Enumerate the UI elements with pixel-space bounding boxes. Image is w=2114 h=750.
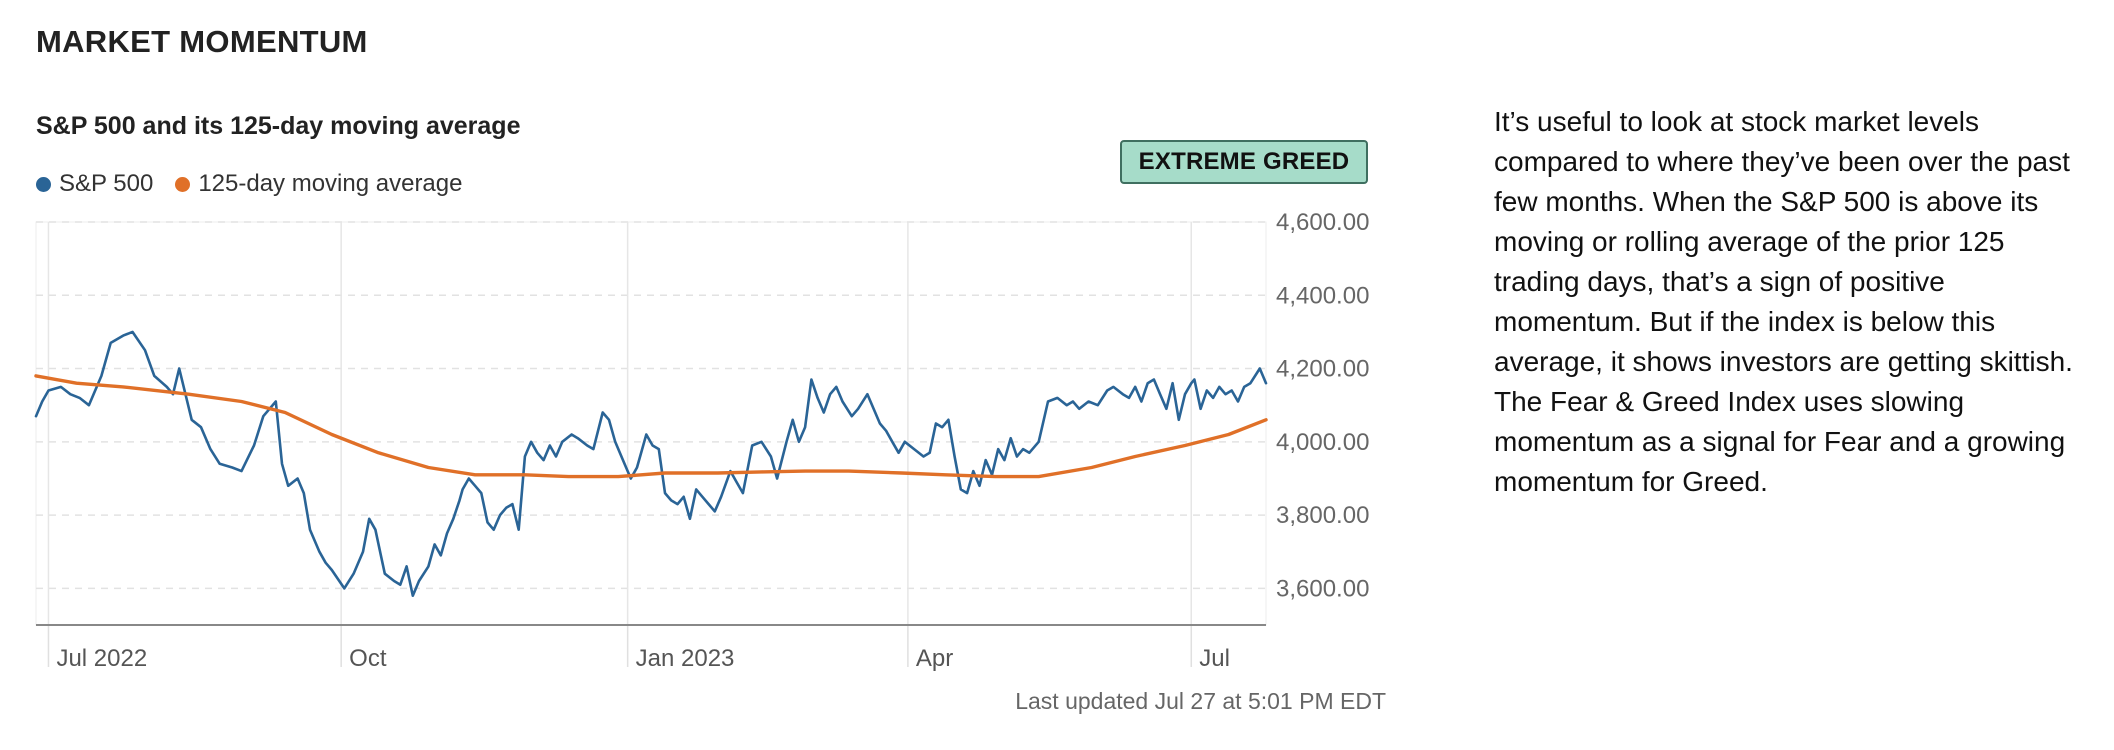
y-tick-label: 4,000.00 xyxy=(1276,429,1369,456)
legend-item-moving-average[interactable]: 125-day moving average xyxy=(175,170,462,198)
y-tick-label: 4,400.00 xyxy=(1276,282,1369,309)
x-tick-label: Jan 2023 xyxy=(636,645,735,672)
legend-label-moving-average: 125-day moving average xyxy=(198,170,463,197)
x-tick-label: Oct xyxy=(349,645,387,672)
series-line-sp500 xyxy=(34,330,1268,597)
momentum-chart: 4,600.00 4,400.00 4,200.00 4,000.00 3,800.00… xyxy=(34,209,1369,672)
chart-legend: S&P 500 125-day moving average xyxy=(36,170,462,198)
x-tick-label: Jul 2022 xyxy=(56,645,147,672)
chart-title: S&P 500 and its 125-day moving average xyxy=(36,112,521,140)
x-tick-label: Jul xyxy=(1199,645,1230,672)
x-tick-label: Apr xyxy=(916,645,953,672)
status-badge: EXTREME GREED xyxy=(1120,140,1368,184)
legend-dot-moving-average xyxy=(175,176,191,192)
legend-label-sp500: S&P 500 xyxy=(59,170,154,197)
plot-area xyxy=(35,221,1267,626)
momentum-description: It’s useful to look at stock market leve… xyxy=(1494,106,2073,497)
series-line-moving-average xyxy=(34,374,1268,479)
legend-item-sp500[interactable]: S&P 500 xyxy=(36,170,153,198)
legend-dot-sp500 xyxy=(36,176,51,192)
section-title: MARKET MOMENTUM xyxy=(36,24,368,59)
y-tick-label: 3,800.00 xyxy=(1276,502,1369,529)
y-tick-label: 4,200.00 xyxy=(1276,356,1369,383)
y-tick-label: 3,600.00 xyxy=(1276,575,1369,602)
last-updated: Last updated Jul 27 at 5:01 PM EDT xyxy=(1015,688,1386,714)
y-tick-label: 4,600.00 xyxy=(1276,209,1369,236)
